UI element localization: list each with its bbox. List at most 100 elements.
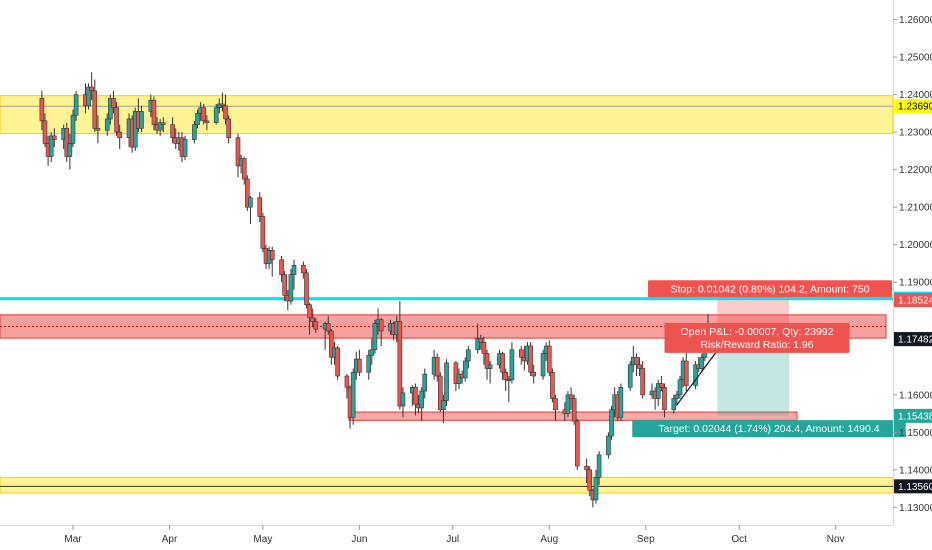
candle-body (637, 364, 642, 369)
candle-down (279, 255, 284, 283)
candle-down (584, 458, 589, 483)
candle-body (419, 390, 424, 409)
candle-down (235, 133, 241, 178)
candle-body (48, 135, 54, 157)
candle-body (89, 86, 94, 92)
price-axis[interactable]: 1.26000 1.25000 1.24000 1.23000 1.22000 1.210… (893, 15, 932, 514)
candle-down (531, 364, 537, 384)
candle-body (593, 477, 599, 501)
candle-down (571, 394, 577, 425)
time-tick-label: Jun (351, 534, 367, 545)
candle-body (257, 197, 263, 217)
position-labels-layer: Stop: 0.01042 (0.89%) 104.2, Amount: 750… (632, 280, 906, 438)
candle-body (662, 386, 667, 411)
candle-down (528, 342, 533, 377)
price-tag: 1.13560 (894, 479, 932, 494)
candle-down (329, 329, 334, 365)
candle-down (518, 345, 524, 365)
candle-body (192, 124, 197, 140)
price-tag-text: 1.13560 (898, 482, 932, 493)
candle-down (301, 261, 306, 279)
candle-down (553, 394, 558, 422)
candle-body (70, 114, 76, 144)
candle-down (434, 353, 440, 382)
candle-up (195, 109, 200, 129)
candle-down (344, 374, 350, 399)
price-tick-label: 1.13000 (899, 503, 932, 514)
candle-down (204, 115, 210, 131)
price-tag-bg (894, 99, 932, 114)
candle-down (92, 79, 98, 133)
price-tick-label: 1.24000 (899, 90, 932, 101)
candle-up (369, 338, 375, 365)
candle-down (257, 192, 263, 223)
candle-body (574, 420, 580, 467)
price-tag-bg (894, 479, 932, 494)
candle-body (618, 386, 624, 418)
candle-up (596, 451, 602, 485)
candle-body (151, 99, 157, 125)
candle-down (503, 368, 508, 392)
candle-up (248, 195, 253, 225)
candle-down (170, 117, 175, 144)
candle-body (307, 304, 312, 319)
candle-body (627, 364, 633, 388)
candle-body (438, 375, 443, 411)
candle-down (378, 317, 384, 346)
price-tag-text: 1.17482 (898, 335, 932, 346)
candle-body (553, 398, 558, 411)
price-tick-label: 1.21000 (899, 203, 932, 214)
candle-body (441, 400, 446, 411)
candle-up (213, 103, 219, 125)
candle-down (64, 122, 70, 163)
candle-up (627, 361, 633, 392)
candle-body (413, 386, 418, 405)
candle-body (571, 398, 577, 422)
time-axis[interactable]: Mar Apr May Jun Jul Aug Sep Oct Nov (64, 525, 845, 545)
stop-label-text: Stop: 0.01042 (0.89%) 104.2, Amount: 750 (670, 283, 869, 295)
candle-body (108, 98, 113, 120)
time-tick-label: Jul (446, 534, 459, 545)
candle-down (269, 246, 275, 277)
candle-up (139, 105, 144, 133)
candle-up (400, 387, 406, 418)
candle-body (325, 323, 331, 332)
trendline (676, 350, 718, 406)
candle-up (182, 135, 188, 161)
candle-down (111, 90, 116, 114)
price-tag-bg (894, 408, 932, 423)
candle-body (659, 383, 664, 388)
candle-up (618, 383, 624, 422)
candle-up (108, 94, 113, 125)
price-tick-label: 1.22000 (899, 165, 932, 176)
candle-body (565, 394, 571, 414)
time-tick-label: Aug (540, 534, 558, 545)
time-tick-label: Nov (827, 534, 845, 545)
candle-body (634, 356, 639, 366)
candle-body (223, 105, 228, 120)
price-tag-bg (894, 293, 932, 308)
candle-body (226, 118, 231, 139)
candle-body (506, 379, 512, 382)
time-tick-label: Oct (731, 534, 747, 545)
candle-up (419, 387, 424, 422)
candle-body (568, 394, 574, 399)
candle-body (235, 137, 241, 167)
candle-body (269, 250, 275, 260)
candle-up (48, 132, 54, 163)
candle-down (114, 102, 119, 136)
candle-down (42, 113, 48, 148)
pnl-label: Open P&L: -0.00007, Qty: 23992Risk/Rewar… (664, 322, 850, 353)
price-tag-text: 1.23690 (898, 102, 932, 113)
candle-down (453, 361, 459, 392)
candle-down (550, 368, 555, 403)
candle-body (201, 107, 207, 122)
candle-body (481, 341, 487, 354)
candle-down (160, 117, 166, 133)
candle-body (372, 323, 378, 351)
candle-up (67, 133, 73, 170)
candle-body (378, 319, 384, 332)
candle-body (248, 197, 253, 208)
candle-body (397, 321, 403, 407)
